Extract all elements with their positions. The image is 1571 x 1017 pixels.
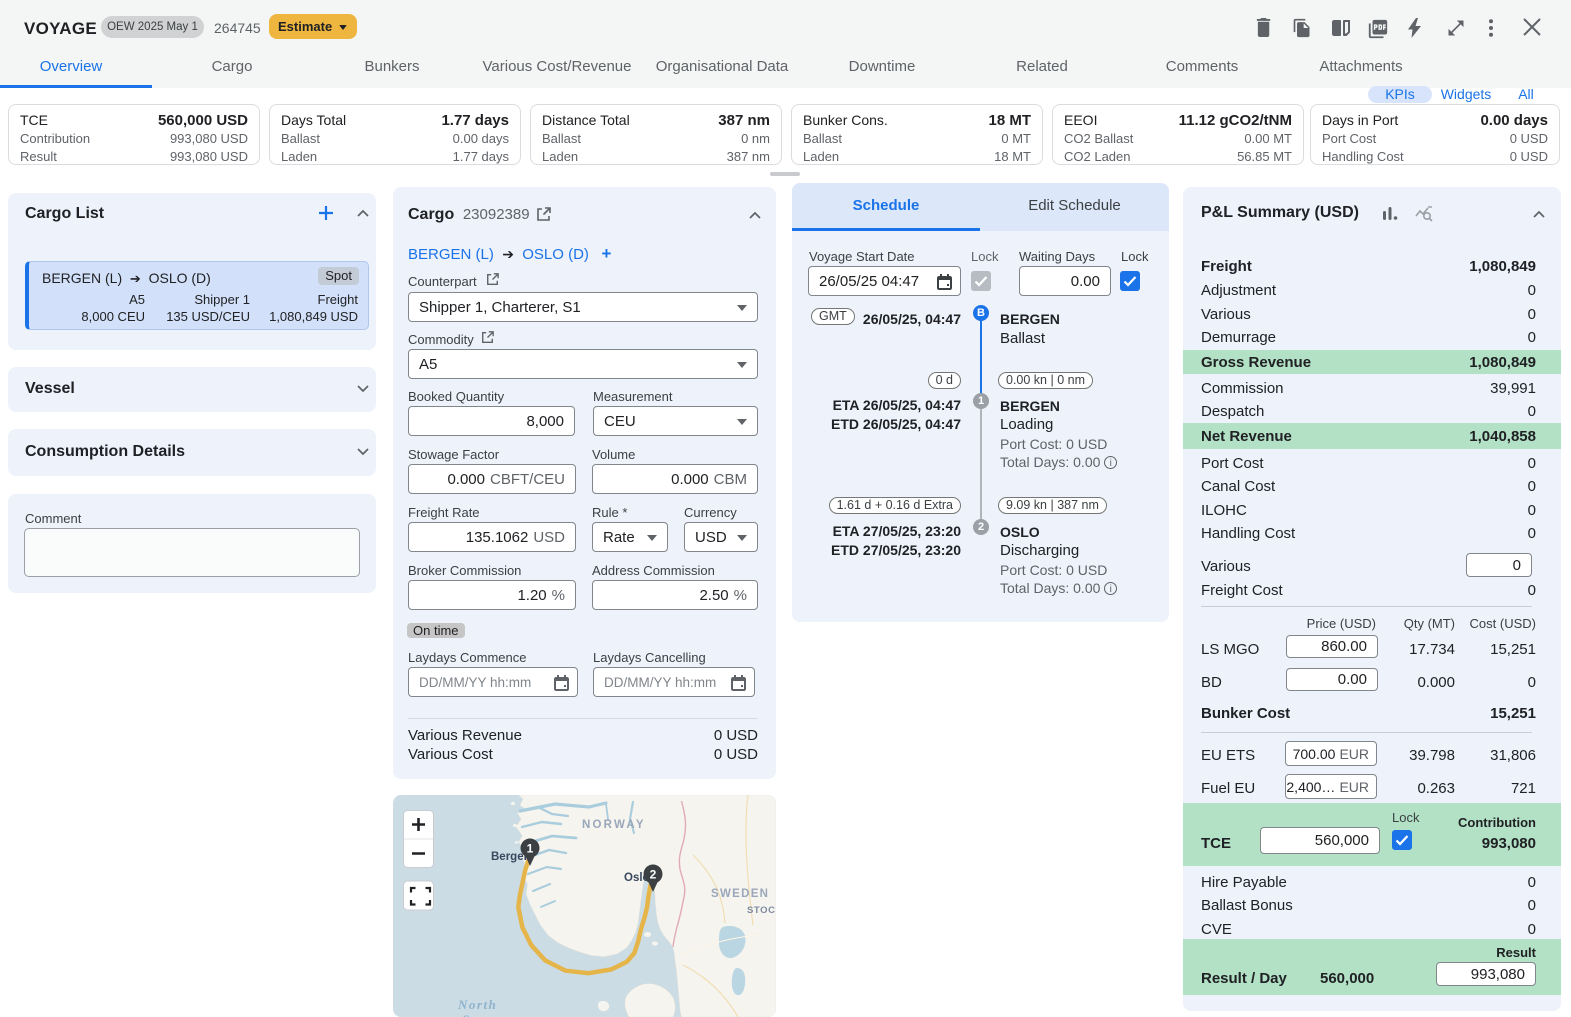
svg-text:STOC: STOC xyxy=(747,905,776,916)
svg-text:Sea: Sea xyxy=(462,1012,486,1017)
svg-text:North: North xyxy=(457,997,497,1012)
svg-text:Oslo: Oslo xyxy=(624,872,650,884)
svg-text:SWEDEN: SWEDEN xyxy=(711,888,769,900)
svg-text:2: 2 xyxy=(650,868,657,882)
svg-text:1: 1 xyxy=(527,842,534,856)
svg-text:Bergen: Bergen xyxy=(491,851,531,863)
svg-text:NORWAY: NORWAY xyxy=(582,819,646,831)
